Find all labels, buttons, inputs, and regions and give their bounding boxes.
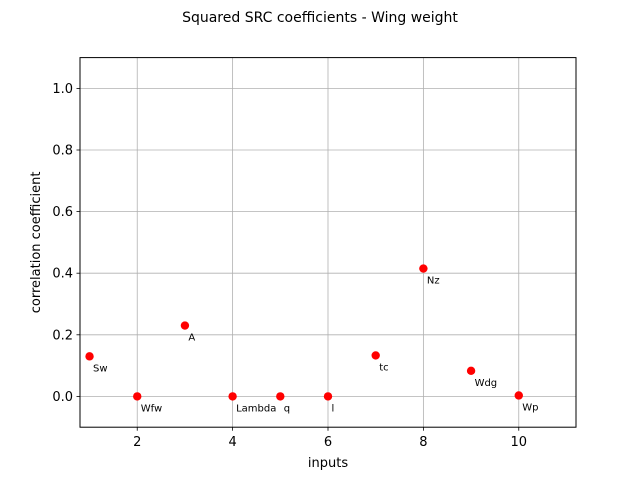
data-point [466, 366, 476, 376]
data-point [323, 392, 333, 401]
points-layer: Sw Wfw A Lambda q l tc Nz Wdg Wp [85, 264, 539, 414]
data-point [371, 351, 380, 360]
y-tick-label: 1.0 [52, 82, 73, 97]
y-tick-label: 0.8 [52, 144, 73, 159]
x-tick-label: 2 [133, 435, 141, 450]
data-point [228, 392, 237, 401]
y-tick-label: 0.2 [52, 328, 73, 343]
x-tick-label: 6 [324, 435, 332, 450]
y-tick-label: 0.4 [52, 267, 73, 282]
axes-layer: 2 4 6 8 10 0.0 0.2 0.4 0.6 0.8 1.0 [52, 82, 527, 450]
point-label: Wdg [475, 378, 498, 389]
point-label: Nz [427, 276, 440, 287]
x-axis-label: inputs [308, 456, 348, 471]
point-label: Wp [522, 402, 538, 413]
point-label: tc [379, 362, 388, 373]
data-point [85, 352, 94, 361]
x-tick-label: 10 [510, 435, 527, 450]
x-tick-label: 4 [228, 435, 236, 450]
data-point [180, 321, 190, 330]
data-point [133, 392, 142, 401]
point-label: Wfw [141, 403, 162, 414]
chart-title: Squared SRC coefficients - Wing weight [182, 10, 458, 26]
y-axis-label: correlation coefficient [29, 172, 44, 314]
x-tick-label: 8 [419, 435, 427, 450]
point-label: Sw [93, 363, 108, 374]
data-point [419, 264, 428, 273]
data-point [276, 392, 285, 401]
y-tick-label: 0.6 [52, 205, 73, 220]
point-label: q [284, 403, 290, 414]
plot-frame [79, 57, 577, 428]
point-label: l [332, 403, 335, 414]
data-point [514, 391, 523, 400]
y-tick-label: 0.0 [52, 390, 73, 405]
point-label: A [188, 333, 195, 344]
point-label: Lambda [236, 403, 276, 414]
